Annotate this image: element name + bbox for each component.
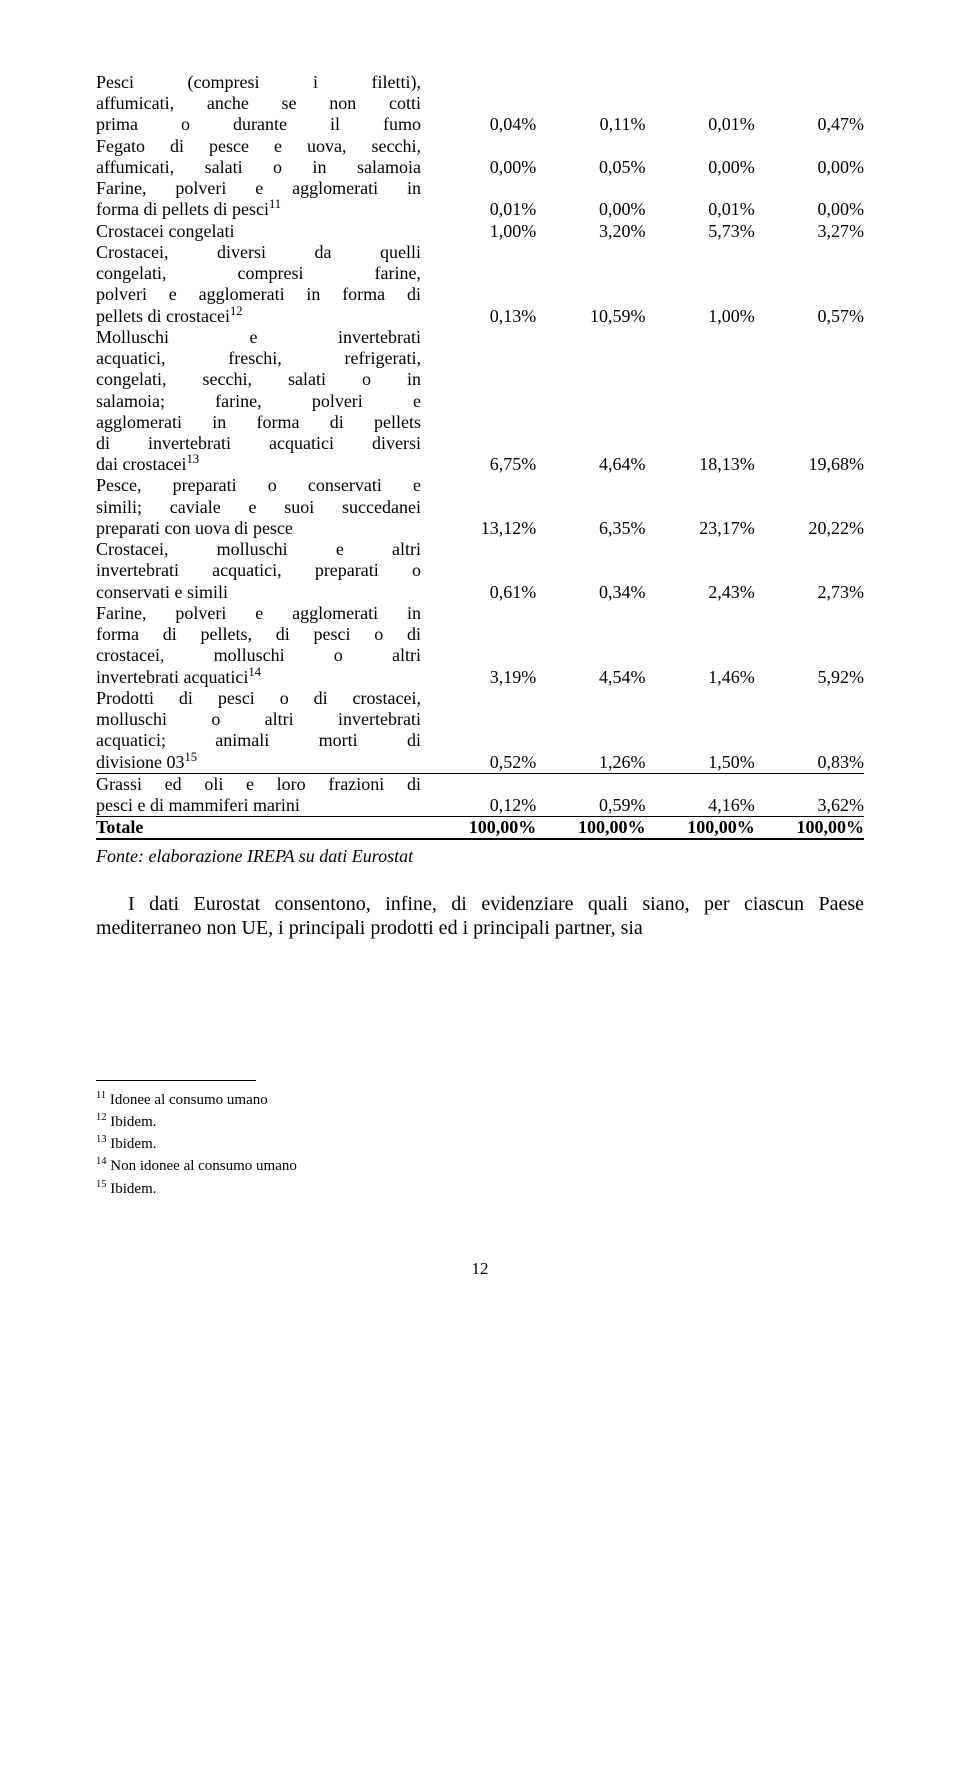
row-label: Grassi ed oli e loro frazioni dipesci e … (96, 774, 427, 817)
row-value: 0,00% (427, 136, 536, 178)
footnotes-block: 11 Idonee al consumo umano12 Ibidem.13 I… (96, 1090, 864, 1199)
row-value: 1,00% (427, 221, 536, 242)
row-value: 0,00% (755, 136, 864, 178)
row-value: 0,05% (536, 136, 645, 178)
source-note: Fonte: elaborazione IREPA su dati Eurost… (96, 846, 864, 867)
row-value: 100,00% (645, 817, 754, 839)
row-value: 0,00% (536, 178, 645, 220)
row-value: 0,59% (536, 774, 645, 817)
row-value: 1,50% (645, 688, 754, 773)
row-label: Crostacei, molluschi e altriinvertebrati… (96, 539, 427, 603)
row-value: 0,61% (427, 539, 536, 603)
row-label: Farine, polveri e agglomerati informa di… (96, 603, 427, 688)
row-value: 0,11% (536, 72, 645, 136)
row-value: 100,00% (755, 817, 864, 839)
row-value: 3,62% (755, 774, 864, 817)
row-value: 0,57% (755, 242, 864, 327)
row-value: 0,00% (755, 178, 864, 220)
row-value: 5,92% (755, 603, 864, 688)
row-value: 2,73% (755, 539, 864, 603)
row-value: 100,00% (427, 817, 536, 839)
row-label: Totale (96, 817, 427, 839)
row-value: 3,19% (427, 603, 536, 688)
footnote: 11 Idonee al consumo umano (96, 1090, 864, 1110)
row-label: Pesce, preparati o conservati esimili; c… (96, 475, 427, 539)
row-value: 6,75% (427, 327, 536, 476)
row-label: Molluschi e invertebratiacquatici, fresc… (96, 327, 427, 476)
body-paragraph: I dati Eurostat consentono, infine, di e… (96, 892, 864, 940)
row-value: 10,59% (536, 242, 645, 327)
row-value: 0,34% (536, 539, 645, 603)
row-value: 23,17% (645, 475, 754, 539)
row-value: 19,68% (755, 327, 864, 476)
row-value: 1,46% (645, 603, 754, 688)
row-value: 0,01% (645, 178, 754, 220)
row-value: 5,73% (645, 221, 754, 242)
row-value: 0,01% (645, 72, 754, 136)
data-table: Pesci (compresi i filetti),affumicati, a… (96, 72, 864, 840)
row-value: 0,01% (427, 178, 536, 220)
row-value: 0,12% (427, 774, 536, 817)
row-value: 2,43% (645, 539, 754, 603)
row-value: 4,64% (536, 327, 645, 476)
row-label: Fegato di pesce e uova, secchi,affumicat… (96, 136, 427, 178)
row-label: Prodotti di pesci o di crostacei,mollusc… (96, 688, 427, 773)
row-label: Crostacei, diversi da quellicongelati, c… (96, 242, 427, 327)
row-value: 6,35% (536, 475, 645, 539)
row-value: 0,47% (755, 72, 864, 136)
row-value: 0,04% (427, 72, 536, 136)
row-value: 100,00% (536, 817, 645, 839)
row-value: 3,27% (755, 221, 864, 242)
row-value: 0,83% (755, 688, 864, 773)
row-value: 20,22% (755, 475, 864, 539)
footnote: 15 Ibidem. (96, 1179, 864, 1199)
page-number: 12 (96, 1259, 864, 1279)
row-value: 1,00% (645, 242, 754, 327)
footnote: 13 Ibidem. (96, 1134, 864, 1154)
row-label: Pesci (compresi i filetti),affumicati, a… (96, 72, 427, 136)
row-value: 0,13% (427, 242, 536, 327)
row-label: Farine, polveri e agglomerati informa di… (96, 178, 427, 220)
footnote: 14 Non idonee al consumo umano (96, 1156, 864, 1176)
row-value: 0,52% (427, 688, 536, 773)
row-value: 18,13% (645, 327, 754, 476)
row-value: 1,26% (536, 688, 645, 773)
row-value: 0,00% (645, 136, 754, 178)
footnote-separator (96, 1080, 256, 1081)
row-value: 4,54% (536, 603, 645, 688)
footnote: 12 Ibidem. (96, 1112, 864, 1132)
row-value: 4,16% (645, 774, 754, 817)
row-label: Crostacei congelati (96, 221, 427, 242)
row-value: 3,20% (536, 221, 645, 242)
row-value: 13,12% (427, 475, 536, 539)
